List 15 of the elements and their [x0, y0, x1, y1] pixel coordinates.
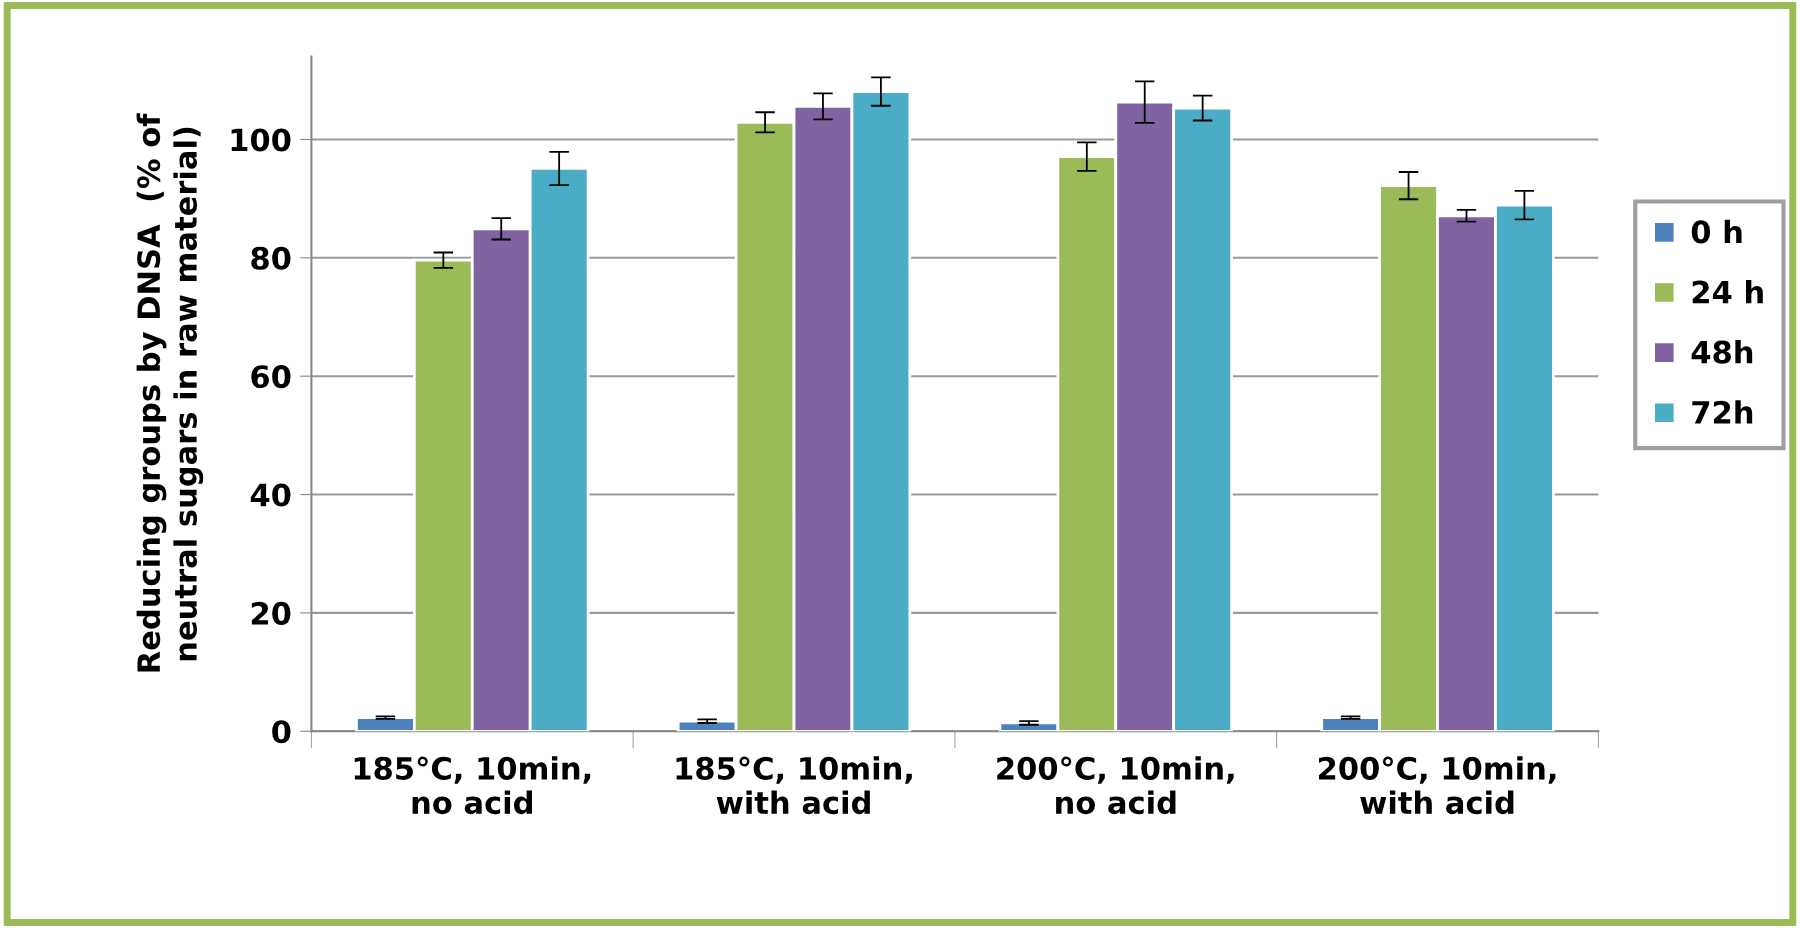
x-tick-label: 185°C, 10min, no acid: [354, 756, 591, 815]
y-tick-label: 60: [251, 365, 291, 389]
legend-label: 0 h: [1691, 219, 1742, 244]
y-tick-label: 80: [251, 246, 291, 270]
x-tick-label: 200°C, 10min, no acid: [997, 756, 1234, 815]
x-tick-label: 200°C, 10min, with acid: [1318, 756, 1556, 815]
y-tick-label: 0: [272, 720, 291, 744]
legend-label: 72h: [1692, 400, 1753, 424]
x-tick-label: 185°C, 10min, with acid: [676, 756, 912, 815]
legend-label: 24 h: [1692, 279, 1763, 304]
legend-label: 48h: [1691, 340, 1753, 364]
y-tick-label: 100: [231, 128, 291, 152]
y-tick-label: 20: [251, 601, 291, 625]
y-tick-label: 40: [250, 483, 291, 507]
y-axis-title: Reducing groups by DNSA (% of neutral sugars in raw material): [136, 113, 204, 672]
